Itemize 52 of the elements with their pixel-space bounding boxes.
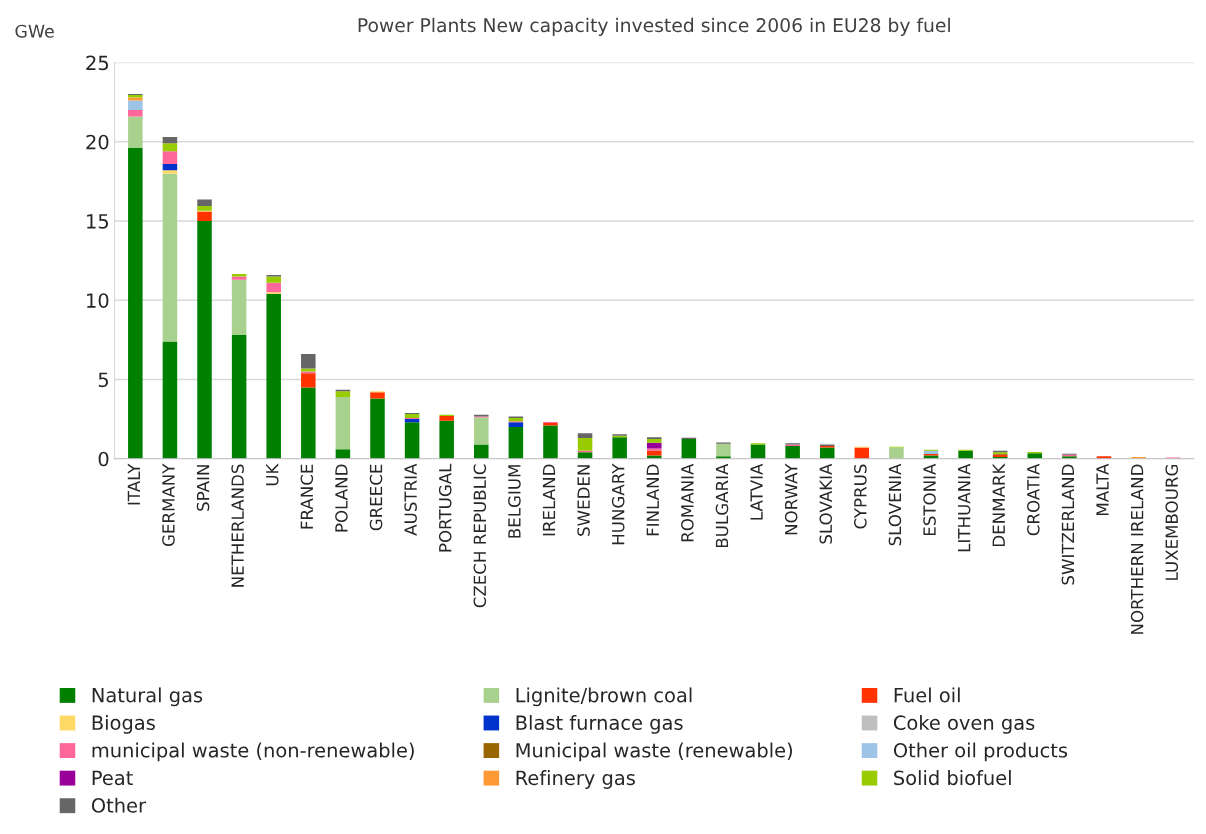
x-tick-label: ROMANIA xyxy=(681,463,694,542)
legend-label: Refinery gas xyxy=(516,770,635,789)
legend-label: Lignite/brown coal xyxy=(516,687,692,707)
x-tick-label: IRELAND xyxy=(542,464,556,536)
legend-label: Other oil products xyxy=(893,742,1068,762)
x-tick-label: GREECE xyxy=(369,464,383,531)
x-tick-label: BELGIUM xyxy=(508,465,521,538)
x-tick-label: SLOVAKIA xyxy=(819,463,833,544)
y-tick-label: 0 xyxy=(98,451,109,467)
legend-label: Blast furnace gas xyxy=(516,714,683,734)
x-tick-label: POLAND xyxy=(335,464,348,532)
x-tick-label: CYPRUS xyxy=(854,464,867,529)
x-tick-label: DENMARK xyxy=(992,463,1005,547)
x-tick-label: GERMANY xyxy=(162,463,175,547)
x-tick-label: UK xyxy=(266,463,279,486)
x-tick-label: PORTUGAL xyxy=(438,463,452,552)
x-tick-label: HUNGARY xyxy=(611,463,625,545)
legend-label: Coke oven gas xyxy=(893,714,1035,734)
x-tick-label: SWEDEN xyxy=(577,465,590,536)
legend-label: Solid biofuel xyxy=(894,770,1011,786)
x-tick-label: LATVIA xyxy=(750,463,763,520)
y-tick-label: 20 xyxy=(86,134,109,150)
y-axis-title: GWe xyxy=(15,24,54,38)
x-tick-label: SWITZERLAND xyxy=(1061,464,1075,585)
x-tick-label: CROATIA xyxy=(1027,463,1040,536)
legend-label: Fuel oil xyxy=(894,687,960,703)
x-tick-label: NORTHERN IRELAND xyxy=(1130,464,1144,634)
x-tick-label: SLOVENIA xyxy=(888,463,902,546)
x-tick-label: FRANCE xyxy=(300,464,314,529)
x-tick-label: NETHERLANDS xyxy=(231,464,244,587)
x-tick-label: ESTONIA xyxy=(923,463,936,536)
x-tick-label: LUXEMBOURG xyxy=(1165,464,1179,580)
x-tick-label: LITHUANIA xyxy=(958,463,971,552)
x-tick-label: NORWAY xyxy=(784,463,798,535)
x-tick-label: BULGARIA xyxy=(715,463,729,548)
y-tick-label: 5 xyxy=(98,372,109,388)
x-tick-label: ITALY xyxy=(127,463,140,505)
legend-label: Peat xyxy=(92,770,133,786)
chart-title: Power Plants New capacity invested since 2006 in EU28 by fuel xyxy=(358,17,950,36)
y-tick-label: 10 xyxy=(87,293,109,308)
x-tick-label: CZECH REPUBLIC xyxy=(473,464,487,608)
y-tick-label: 15 xyxy=(87,214,109,229)
legend-label: Biogas xyxy=(92,714,155,734)
x-tick-label: MALTA xyxy=(1096,463,1109,515)
x-tick-label: FINLAND xyxy=(646,464,659,536)
x-tick-label: AUSTRIA xyxy=(404,463,417,536)
legend-label: municipal waste (non-renewable) xyxy=(92,742,414,762)
legend-label: Natural gas xyxy=(92,687,203,707)
x-tick-label: SPAIN xyxy=(196,465,210,511)
y-tick-label: 25 xyxy=(86,55,109,71)
legend-label: Other xyxy=(91,797,147,813)
legend-label: Municipal waste (renewable) xyxy=(516,742,792,762)
